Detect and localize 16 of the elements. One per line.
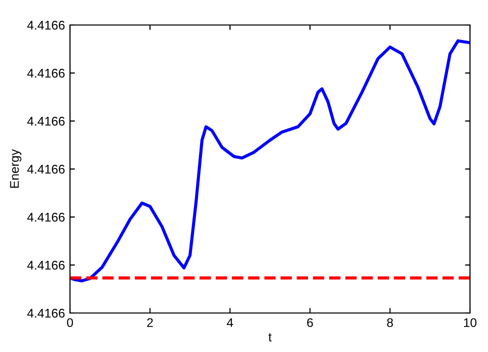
x-tick-label: 0 (67, 318, 73, 328)
y-axis-title: Energy (10, 149, 22, 188)
y-tick-label: 4.4166 (27, 164, 65, 174)
line-series (70, 39, 470, 282)
x-tick-label: 6 (307, 318, 313, 328)
y-tick-label: 4.4166 (27, 116, 65, 126)
y-tick-label: 4.4166 (27, 260, 65, 270)
y-tick-label: 4.4166 (27, 212, 65, 222)
x-tick-label: 4 (226, 318, 234, 327)
x-tick-label: 10 (464, 318, 476, 328)
x-tick-label: 2 (147, 318, 153, 327)
y-tick-label: 4.4166 (27, 20, 65, 30)
x-axis-title: t (268, 333, 272, 342)
y-tick-label: 4.4166 (27, 68, 65, 78)
y-tick-label: 4.4166 (27, 308, 65, 318)
x-tick-label: 8 (387, 318, 393, 328)
